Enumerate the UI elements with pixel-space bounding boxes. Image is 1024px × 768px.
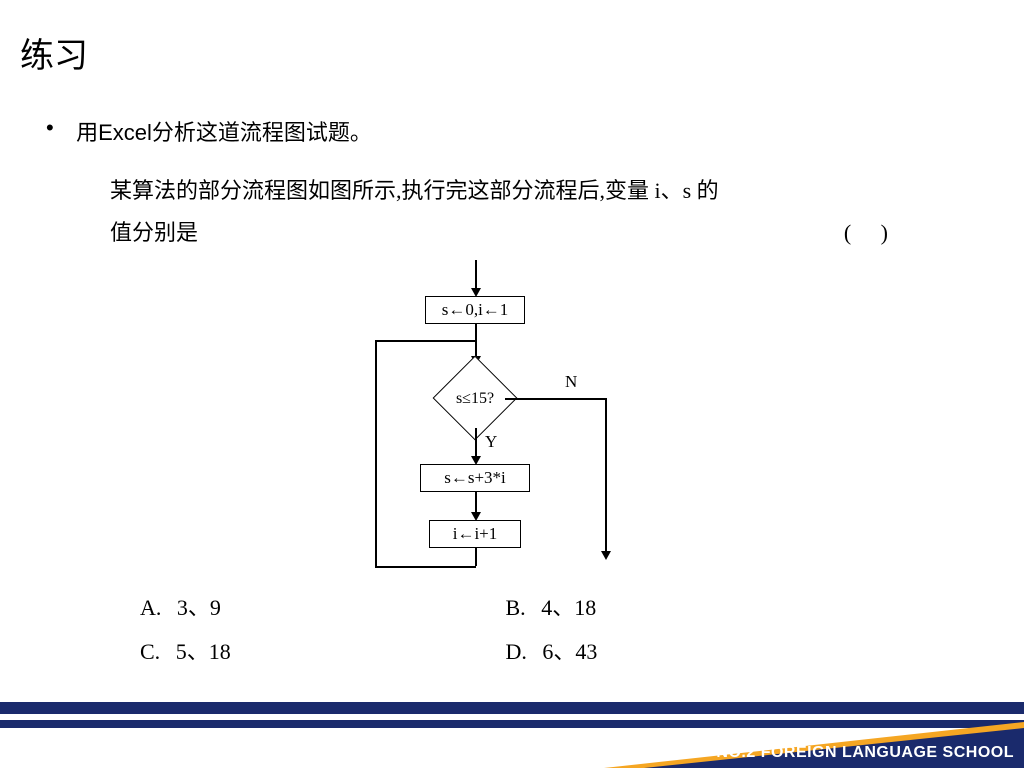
- fc-line: [475, 492, 477, 514]
- option-a-label: A.: [140, 595, 161, 620]
- flowchart-diagram: s←0,i←1 s≤15? Y s←s+3*i i←i+1 N: [355, 260, 675, 580]
- page-title: 练习: [20, 28, 88, 77]
- fc-step2-box: i←i+1: [429, 520, 521, 548]
- fc-line: [375, 340, 475, 342]
- answer-blank: ( ): [844, 212, 900, 254]
- footer-band: NO.2 FOREIGN LANGUAGE SCHOOL: [0, 702, 1024, 768]
- option-d: D. 6、43: [506, 634, 598, 666]
- fc-line: [475, 428, 477, 458]
- question-text: 某算法的部分流程图如图所示,执行完这部分流程后,变量 i、s 的 值分别是 ( …: [110, 170, 910, 254]
- fc-line: [375, 340, 377, 567]
- question-stem: 值分别是: [110, 220, 198, 245]
- option-b-label: B.: [506, 595, 526, 620]
- fc-line: [505, 398, 605, 400]
- options-block: A. 3、9 B. 4、18 C. 5、18 D. 6、43: [140, 590, 900, 678]
- fc-step2-text: i←i+1: [453, 524, 498, 544]
- slide: 练习 • 用Excel分析这道流程图试题。 某算法的部分流程图如图所示,执行完这…: [0, 0, 1024, 768]
- fc-init-text: s←0,i←1: [442, 300, 509, 320]
- bullet-item: • 用Excel分析这道流程图试题。: [46, 115, 372, 147]
- fc-step1-text: s←s+3*i: [444, 468, 506, 488]
- arrow-down-icon: [601, 551, 611, 560]
- option-b-text: 4、18: [541, 595, 596, 620]
- option-c-text: 5、18: [176, 639, 231, 664]
- fc-init-box: s←0,i←1: [425, 296, 525, 324]
- option-row: C. 5、18 D. 6、43: [140, 634, 900, 678]
- option-d-text: 6、43: [542, 639, 597, 664]
- option-d-label: D.: [506, 639, 527, 664]
- option-row: A. 3、9 B. 4、18: [140, 590, 900, 634]
- fc-line: [375, 566, 476, 568]
- fc-no-label: N: [565, 372, 577, 392]
- option-c-label: C.: [140, 639, 160, 664]
- question-line-1: 某算法的部分流程图如图所示,执行完这部分流程后,变量 i、s 的: [110, 170, 910, 212]
- option-a-text: 3、9: [177, 595, 221, 620]
- footer-school-name: NO.2 FOREIGN LANGUAGE SCHOOL: [716, 744, 1014, 762]
- fc-line: [475, 548, 477, 566]
- fc-step1-box: s←s+3*i: [420, 464, 530, 492]
- fc-line: [605, 398, 607, 553]
- footer-stripe-1: [0, 702, 1024, 714]
- fc-line: [475, 324, 477, 358]
- fc-yes-label: Y: [485, 432, 497, 452]
- option-b: B. 4、18: [506, 590, 597, 622]
- question-line-2: 值分别是 ( ): [110, 212, 910, 254]
- bullet-text: 用Excel分析这道流程图试题。: [76, 115, 372, 147]
- option-a: A. 3、9: [140, 590, 500, 622]
- fc-line: [475, 260, 477, 290]
- option-c: C. 5、18: [140, 634, 500, 666]
- bullet-icon: •: [46, 115, 70, 141]
